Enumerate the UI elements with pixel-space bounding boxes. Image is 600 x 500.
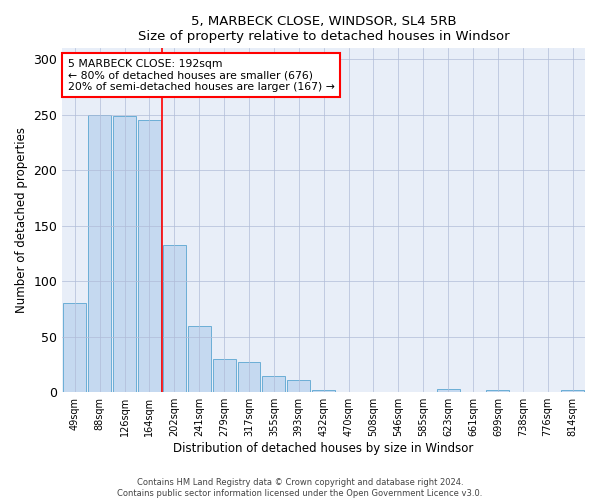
Bar	[212, 359, 236, 392]
Y-axis label: Number of detached properties: Number of detached properties	[15, 128, 28, 314]
Bar	[113, 116, 136, 392]
Bar	[188, 326, 211, 392]
Bar	[262, 376, 286, 392]
Bar	[487, 390, 509, 392]
Text: Contains HM Land Registry data © Crown copyright and database right 2024.
Contai: Contains HM Land Registry data © Crown c…	[118, 478, 482, 498]
Title: 5, MARBECK CLOSE, WINDSOR, SL4 5RB
Size of property relative to detached houses : 5, MARBECK CLOSE, WINDSOR, SL4 5RB Size …	[138, 15, 509, 43]
Bar	[561, 390, 584, 392]
X-axis label: Distribution of detached houses by size in Windsor: Distribution of detached houses by size …	[173, 442, 474, 455]
Bar	[63, 304, 86, 392]
Bar	[138, 120, 161, 392]
Bar	[238, 362, 260, 392]
Bar	[437, 389, 460, 392]
Text: 5 MARBECK CLOSE: 192sqm
← 80% of detached houses are smaller (676)
20% of semi-d: 5 MARBECK CLOSE: 192sqm ← 80% of detache…	[68, 58, 334, 92]
Bar	[312, 390, 335, 392]
Bar	[163, 244, 186, 392]
Bar	[88, 115, 111, 392]
Bar	[287, 380, 310, 392]
